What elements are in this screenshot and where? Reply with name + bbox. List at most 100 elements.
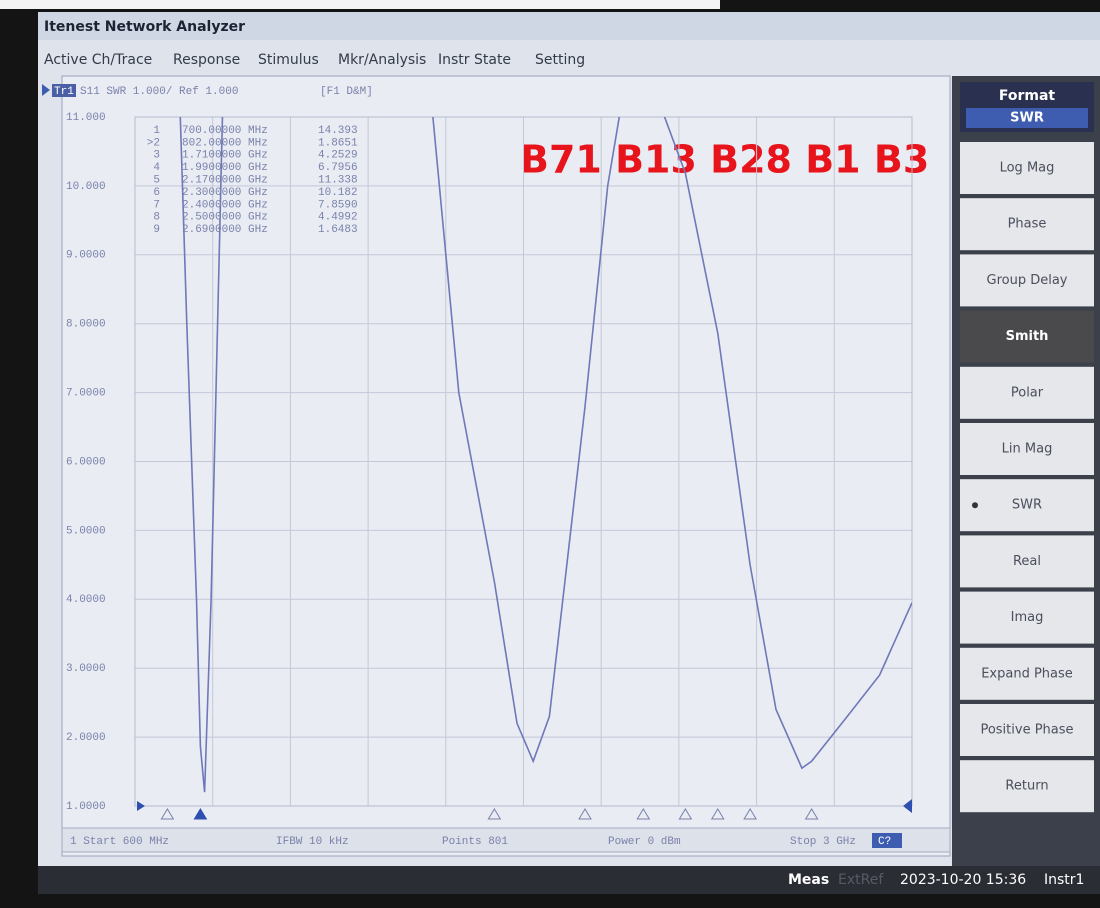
softkey-label: SWR (1012, 498, 1042, 513)
marker-value: 4.2529 (318, 150, 358, 162)
softkey-button[interactable] (960, 479, 1094, 532)
ref-arrow-right (903, 799, 912, 813)
marker-freq: 802.00000 MHz (182, 137, 268, 149)
menu-item[interactable]: Instr State (438, 52, 511, 68)
softkey-button[interactable] (960, 198, 1094, 251)
softkey-label: Real (1013, 554, 1041, 569)
channel-badge (872, 833, 902, 848)
softkey-button[interactable] (960, 310, 1094, 363)
marker-id: 6 (153, 187, 160, 199)
y-tick-label: 8.0000 (66, 319, 106, 331)
y-tick-label: 11.000 (66, 112, 106, 124)
marker-id: 1 (153, 125, 160, 137)
y-tick-label: 9.0000 (66, 250, 106, 262)
trace-badge (52, 84, 76, 97)
trace-label: Tr1 (54, 86, 74, 98)
menu-item[interactable]: Active Ch/Trace (44, 52, 152, 68)
marker-freq: 1.9900000 GHz (182, 162, 268, 174)
status-item: Points 801 (442, 836, 508, 848)
softkey-label: Positive Phase (980, 723, 1073, 738)
y-tick-label: 7.0000 (66, 388, 106, 400)
marker-indicator (160, 808, 175, 820)
softkey-label: Polar (1011, 385, 1044, 400)
softkey-button[interactable] (960, 254, 1094, 307)
trace (179, 117, 912, 793)
marker-value: 7.8590 (318, 199, 358, 211)
marker-indicator (710, 808, 725, 820)
status-item: IFBW 10 kHz (276, 836, 349, 848)
status-item: Power 0 dBm (608, 836, 681, 848)
menu-item[interactable]: Setting (535, 52, 585, 68)
marker-value: 1.6483 (318, 224, 358, 236)
selected-dot (972, 502, 978, 509)
softkey-button[interactable] (960, 647, 1094, 700)
marker-indicator (804, 808, 819, 820)
softkey-label: Smith (1006, 329, 1049, 344)
status-item: 1 Start 600 MHz (70, 836, 169, 848)
marker-freq: 2.3000000 GHz (182, 187, 268, 199)
footer-item: ExtRef (838, 872, 884, 888)
softkey-label: Return (1005, 779, 1048, 794)
footer-item: 2023-10-20 15:36 (900, 872, 1026, 888)
softkey-current: SWR (1010, 111, 1044, 126)
marker-freq: 2.6900000 GHz (182, 224, 268, 236)
marker-id: 9 (153, 224, 160, 236)
marker-id: 4 (153, 162, 160, 174)
y-tick-label: 5.0000 (66, 525, 106, 537)
marker-value: 1.8651 (318, 137, 358, 149)
graticule (134, 116, 913, 807)
menu-item[interactable]: Mkr/Analysis (338, 52, 426, 68)
ref-arrow-left (137, 801, 145, 811)
marker-freq: 2.5000000 GHz (182, 212, 268, 224)
marker-freq: 1.7100000 GHz (182, 150, 268, 162)
title-bar (38, 12, 1100, 40)
footer-item: Meas (788, 872, 829, 888)
status-bar (61, 827, 951, 853)
marker-indicator (487, 808, 502, 820)
softkey-button[interactable] (960, 142, 1094, 194)
status-item: Stop 3 GHz (790, 836, 856, 848)
y-tick-label: 1.0000 (66, 801, 106, 813)
marker-indicator (193, 808, 208, 820)
footer-bar (38, 866, 1100, 894)
marker-value: 6.7956 (318, 162, 358, 174)
y-tick-label: 3.0000 (66, 663, 106, 675)
window-title: Itenest Network Analyzer (44, 19, 245, 35)
softkey-button[interactable] (960, 704, 1094, 756)
marker-id: 5 (153, 175, 160, 187)
menu-item[interactable]: Response (173, 52, 240, 68)
marker-indicator (743, 808, 758, 820)
format-current-bg (966, 108, 1088, 128)
softkey-label: Expand Phase (981, 666, 1073, 681)
trace-flags: [F1 D&M] (320, 86, 373, 98)
softkey-label: Phase (1008, 217, 1047, 232)
marker-value: 14.393 (318, 125, 358, 137)
marker-freq: 2.1700000 GHz (182, 175, 268, 187)
band-annotation: B71 B13 B28 B1 B3 (520, 138, 929, 182)
softkey-button[interactable] (960, 535, 1094, 588)
softkey-button[interactable] (960, 760, 1094, 813)
marker-indicator (678, 808, 693, 820)
softkey-button[interactable] (960, 366, 1094, 419)
y-tick-label: 6.0000 (66, 456, 106, 468)
menu-item[interactable]: Stimulus (258, 52, 319, 68)
trace-info: S11 SWR 1.000/ Ref 1.000 (80, 86, 238, 98)
softkey-button[interactable] (960, 591, 1094, 644)
top-strip (0, 0, 720, 9)
softkey-header: Format (999, 88, 1056, 104)
trace-arrow (42, 84, 50, 96)
footer-item: Instr1 (1044, 872, 1084, 888)
marker-id: >2 (147, 137, 160, 149)
marker-id: 8 (153, 212, 160, 224)
marker-indicator (636, 808, 651, 820)
softkey-label: Imag (1011, 610, 1044, 625)
softkey-label: Group Delay (987, 273, 1068, 288)
y-tick-label: 2.0000 (66, 732, 106, 744)
marker-freq: 2.4000000 GHz (182, 199, 268, 211)
status-item: C? (878, 836, 891, 848)
softkey-button[interactable] (960, 423, 1094, 475)
marker-value: 4.4992 (318, 212, 358, 224)
plot-panel (61, 75, 951, 857)
